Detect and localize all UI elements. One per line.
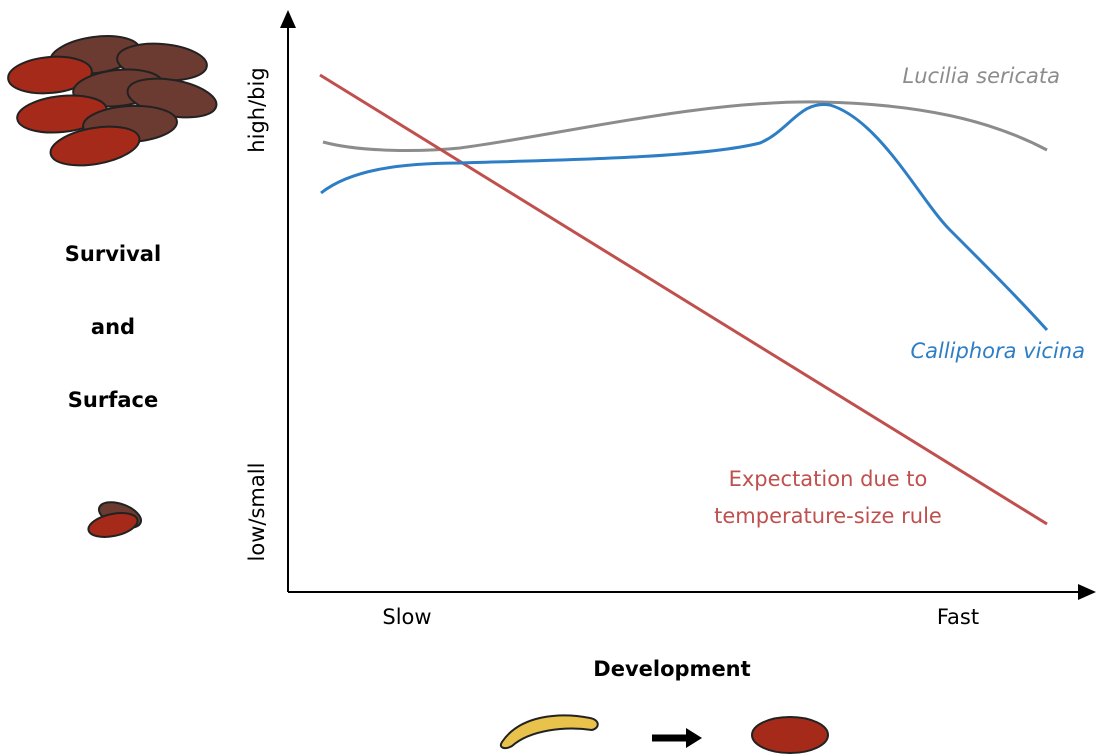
x-left-label: Slow [382,605,431,629]
side-label: Survival [65,242,161,266]
y-bottom-label: low/small [245,463,269,562]
axes [280,10,1096,600]
calliphora-curve [320,103,1049,332]
pupae-many [7,35,218,167]
y-top-label: high/big [245,67,269,152]
side-label: and [91,315,135,339]
x-right-label: Fast [937,605,979,629]
calliphora-label: Calliphora vicina [910,339,1085,363]
pupae-few [87,501,143,538]
lucilia-label: Lucilia sericata [903,64,1060,88]
expectation-label: Expectation due to [729,467,928,491]
side-label: Surface [68,388,158,412]
x-title: Development [593,657,750,681]
lucilia-curve [322,100,1048,152]
expectation-line [319,73,1048,526]
development-icons [499,714,829,754]
expectation-label: temperature-size rule [714,504,942,528]
